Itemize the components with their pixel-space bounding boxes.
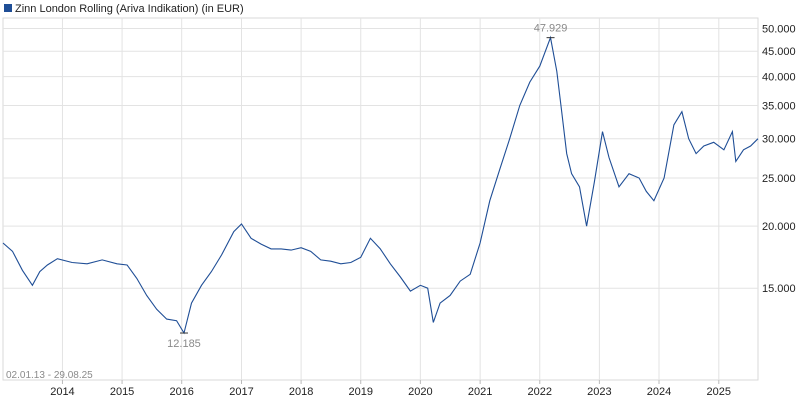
x-tick-label: 2021 xyxy=(468,386,492,398)
x-tick-label: 2022 xyxy=(528,386,552,398)
y-tick-label: 40.000 xyxy=(762,72,796,84)
annotation-label-min: 12.185 xyxy=(167,338,201,350)
x-tick-label: 2019 xyxy=(348,386,372,398)
y-tick-label: 15.000 xyxy=(762,283,796,295)
legend-label: Zinn London Rolling (Ariva Indikation) (… xyxy=(15,3,244,15)
y-tick-label: 50.000 xyxy=(762,24,796,36)
y-tick-label: 25.000 xyxy=(762,173,796,185)
y-tick-label: 35.000 xyxy=(762,100,796,112)
y-tick-label: 45.000 xyxy=(762,46,796,58)
x-tick-label: 2017 xyxy=(229,386,253,398)
legend-swatch xyxy=(4,4,12,12)
series-line-zinn-london xyxy=(2,35,759,335)
x-tick-label: 2025 xyxy=(707,386,731,398)
chart-grid xyxy=(2,17,759,381)
x-tick-label: 2016 xyxy=(169,386,193,398)
y-axis-ticks: 15.000 20.000 25.000 30.000 35.000 40.000 45.0… xyxy=(762,24,796,296)
x-tick-label: 2024 xyxy=(647,386,671,398)
chart-annotations: 47.929 12.185 xyxy=(167,23,567,350)
plot-area xyxy=(2,17,759,381)
annotation-label-max: 47.929 xyxy=(534,23,568,35)
y-tick-label: 30.000 xyxy=(762,134,796,146)
y-tick-label: 20.000 xyxy=(762,221,796,233)
x-tick-label: 2014 xyxy=(50,386,74,398)
x-tick-label: 2020 xyxy=(408,386,432,398)
x-tick-label: 2018 xyxy=(289,386,313,398)
x-tick-label: 2023 xyxy=(587,386,611,398)
x-axis-ticks: 2014 2015 2016 2017 2018 2019 2020 2021 2022 2023… xyxy=(50,380,731,398)
x-tick-label: 2015 xyxy=(110,386,134,398)
date-range-label: 02.01.13 - 29.08.25 xyxy=(6,370,93,381)
